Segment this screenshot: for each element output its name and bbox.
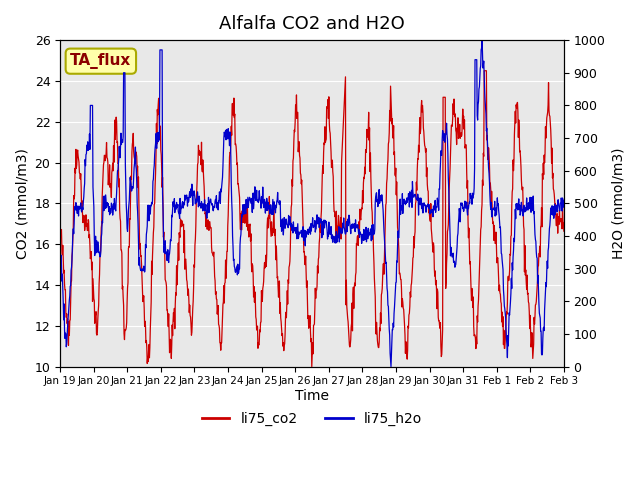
Legend: li75_co2, li75_h2o: li75_co2, li75_h2o bbox=[196, 406, 428, 432]
Y-axis label: CO2 (mmol/m3): CO2 (mmol/m3) bbox=[15, 148, 29, 259]
X-axis label: Time: Time bbox=[295, 389, 329, 403]
Title: Alfalfa CO2 and H2O: Alfalfa CO2 and H2O bbox=[219, 15, 405, 33]
Y-axis label: H2O (mmol/m3): H2O (mmol/m3) bbox=[611, 148, 625, 259]
Text: TA_flux: TA_flux bbox=[70, 53, 131, 69]
